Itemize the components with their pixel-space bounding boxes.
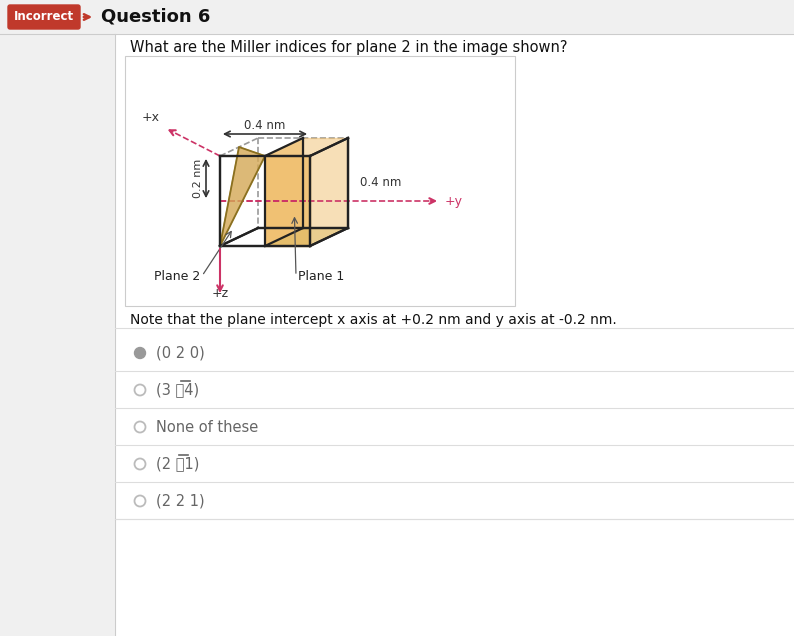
Text: +x: +x xyxy=(142,111,160,124)
Bar xyxy=(0,34,115,636)
Bar xyxy=(115,34,794,636)
Bar xyxy=(0,0,794,34)
Bar xyxy=(125,56,515,306)
Text: (0 2 0): (0 2 0) xyxy=(156,345,205,361)
Text: (2 2 1): (2 2 1) xyxy=(156,494,205,509)
Text: 0.2 nm: 0.2 nm xyxy=(193,159,203,198)
Text: +z: +z xyxy=(211,287,229,300)
Text: Note that the plane intercept x axis at +0.2 nm and y axis at -0.2 nm.: Note that the plane intercept x axis at … xyxy=(130,313,617,327)
Polygon shape xyxy=(265,138,303,246)
Text: Question 6: Question 6 xyxy=(101,8,210,26)
Text: None of these: None of these xyxy=(156,420,258,434)
Text: 0.4 nm: 0.4 nm xyxy=(245,119,286,132)
Text: Plane 1: Plane 1 xyxy=(298,270,345,282)
Polygon shape xyxy=(220,147,265,246)
Polygon shape xyxy=(265,156,310,246)
Text: Incorrect: Incorrect xyxy=(14,11,74,24)
Text: (3 ⃒4): (3 ⃒4) xyxy=(156,382,199,398)
Text: 0.4 nm: 0.4 nm xyxy=(360,177,402,190)
Text: Plane 2: Plane 2 xyxy=(154,270,200,282)
Polygon shape xyxy=(303,138,348,228)
Text: (2 ⃒1): (2 ⃒1) xyxy=(156,457,199,471)
Text: What are the Miller indices for plane 2 in the image shown?: What are the Miller indices for plane 2 … xyxy=(130,40,568,55)
Text: +y: +y xyxy=(445,195,463,207)
FancyBboxPatch shape xyxy=(8,5,80,29)
Polygon shape xyxy=(265,228,348,246)
Circle shape xyxy=(134,347,145,359)
